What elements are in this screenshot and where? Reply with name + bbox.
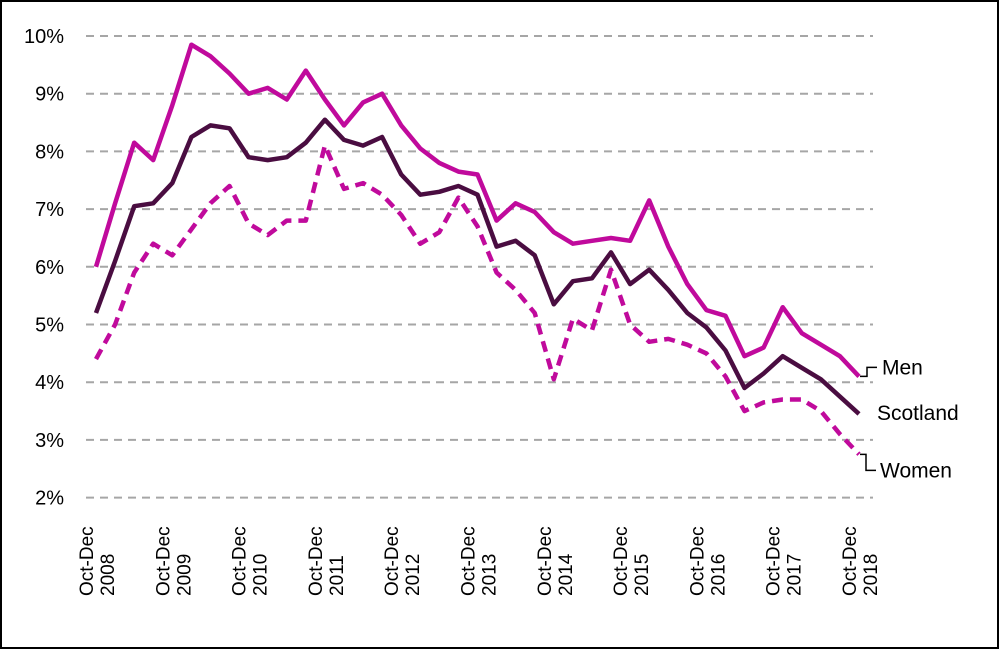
x-axis-tick-period: Oct-Dec [535, 526, 556, 596]
y-axis-tick-5%: 5% [35, 315, 64, 337]
x-axis-tick-period: Oct-Dec [382, 526, 403, 596]
x-axis-tick-period: Oct-Dec [459, 526, 480, 596]
x-axis-tick-year: 2011 [327, 555, 348, 596]
x-axis-tick-year: 2017 [785, 554, 806, 596]
y-axis-tick-10%: 10% [24, 26, 64, 48]
x-axis-tick-year: 2018 [861, 554, 882, 596]
men-label-leader-line [860, 366, 877, 378]
y-axis-tick-9%: 9% [35, 84, 64, 106]
x-axis-tick-year: 2009 [174, 554, 195, 596]
x-axis-tick-period: Oct-Dec [840, 526, 861, 596]
x-axis-tick-period: Oct-Dec [687, 526, 708, 596]
x-axis-tick-period: Oct-Dec [764, 526, 785, 596]
x-axis-tick-period: Oct-Dec [77, 526, 98, 596]
x-axis-tick-year: 2014 [556, 553, 577, 596]
x-axis-tick-period: Oct-Dec [230, 526, 251, 596]
x-axis-tick-period: Oct-Dec [611, 526, 632, 596]
x-axis-tick-period: Oct-Dec [306, 526, 327, 596]
women-line [94, 143, 861, 456]
men-line [93, 42, 861, 378]
women-series-label: Women [880, 459, 952, 482]
y-axis-tick-3%: 3% [35, 430, 64, 452]
x-axis-tick-year: 2008 [98, 554, 119, 596]
y-axis-tick-6%: 6% [35, 257, 64, 279]
y-axis-tick-4%: 4% [35, 372, 64, 394]
y-axis-tick-7%: 7% [35, 199, 64, 221]
x-axis-tick-period: Oct-Dec [153, 526, 174, 596]
y-axis-tick-2%: 2% [35, 488, 64, 510]
women-label-leader-line [860, 453, 876, 472]
x-axis-tick-year: 2016 [708, 554, 729, 596]
men-series-label: Men [882, 356, 923, 379]
scotland-line [93, 117, 861, 416]
x-axis-tick-year: 2010 [251, 554, 272, 596]
x-axis-tick-year: 2012 [403, 554, 424, 596]
x-axis-tick-year: 2013 [480, 554, 501, 596]
scotland-series-label: Scotland [877, 402, 959, 425]
x-axis-tick-year: 2015 [632, 554, 653, 596]
y-axis-tick-8%: 8% [35, 141, 64, 163]
